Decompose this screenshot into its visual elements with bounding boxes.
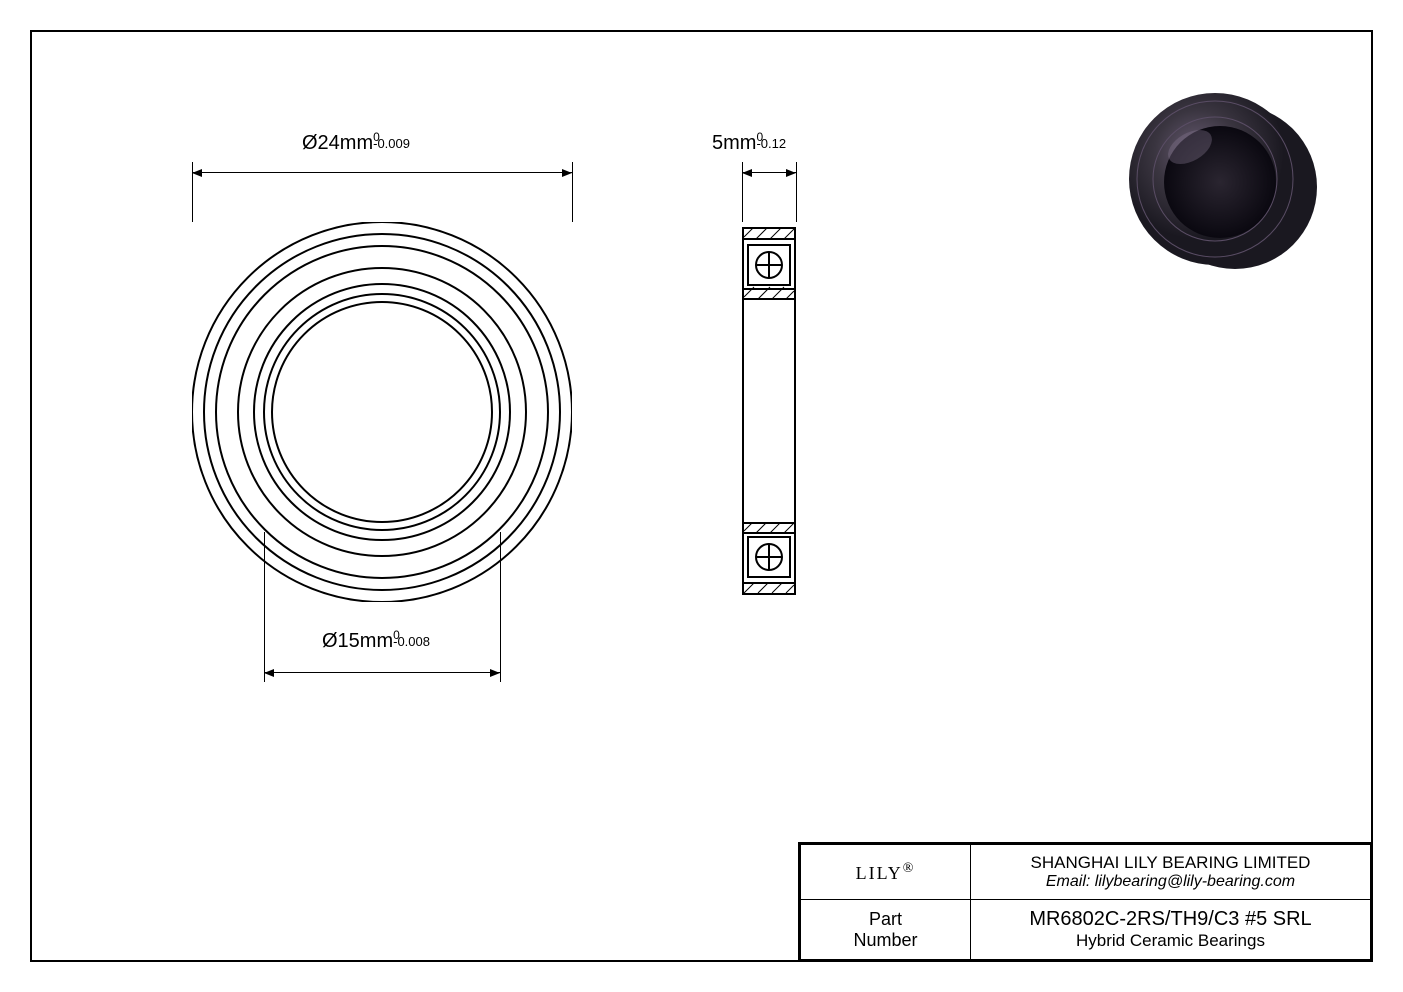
email-label: Email:	[1046, 873, 1095, 890]
dim-inner-tol-low: -0.008	[393, 634, 430, 649]
dim-width-text: 5mm	[712, 132, 756, 154]
logo-cell: LILY®	[801, 845, 971, 900]
company-email: Email: lilybearing@lily-bearing.com	[987, 873, 1354, 891]
ext-line	[572, 162, 573, 222]
part-label-1: Part	[817, 909, 954, 930]
dim-inner-text: Ø15mm	[322, 630, 393, 652]
part-description: Hybrid Ceramic Bearings	[987, 931, 1354, 951]
bearing-side-svg	[742, 227, 796, 595]
part-number: MR6802C-2RS/TH9/C3 #5 SRL	[987, 908, 1354, 931]
drawing-frame: Ø24mm0 Ø24mm-0.009 Ø15mm0 Ø15mm-0.008	[30, 30, 1373, 962]
company-name: SHANGHAI LILY BEARING LIMITED	[987, 853, 1354, 873]
dim-outer-text: Ø24mm	[302, 132, 373, 154]
ext-line	[264, 532, 265, 682]
bearing-3d-svg	[1095, 87, 1321, 277]
front-view	[192, 222, 572, 602]
logo-text: LILY	[856, 863, 903, 883]
dim-inner-label: Ø15mm0 Ø15mm-0.008	[322, 630, 430, 676]
dim-outer-tol-low: -0.009	[373, 136, 410, 151]
ext-line	[500, 532, 501, 682]
part-label-2: Number	[817, 930, 954, 951]
email-value: lilybearing@lily-bearing.com	[1095, 873, 1295, 890]
side-view	[742, 227, 796, 595]
dim-width-label: 5mm0 5mm-0.12	[712, 132, 786, 178]
bearing-front-svg	[192, 222, 572, 602]
rendered-bearing	[1095, 87, 1321, 277]
title-block-table: LILY® SHANGHAI LILY BEARING LIMITED Emai…	[800, 844, 1371, 960]
dim-width-tol-low: -0.12	[756, 136, 786, 151]
title-block: LILY® SHANGHAI LILY BEARING LIMITED Emai…	[798, 842, 1371, 960]
ext-line	[796, 162, 797, 222]
dim-outer-label: Ø24mm0 Ø24mm-0.009	[302, 132, 410, 178]
registered-mark: ®	[903, 861, 916, 876]
company-cell: SHANGHAI LILY BEARING LIMITED Email: lil…	[971, 845, 1371, 900]
part-number-cell: MR6802C-2RS/TH9/C3 #5 SRL Hybrid Ceramic…	[971, 900, 1371, 960]
part-label-cell: Part Number	[801, 900, 971, 960]
